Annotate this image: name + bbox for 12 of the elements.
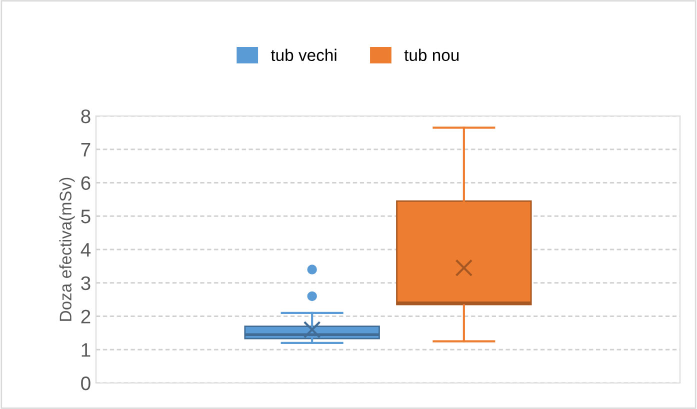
y-tick-label: 4 (80, 243, 91, 257)
y-tick-label: 7 (81, 143, 90, 156)
y-tick-label: 1 (82, 343, 90, 357)
y-tick-label: 2 (81, 310, 90, 324)
y-tick-label: 3 (81, 276, 90, 290)
legend-label: tub vechi (270, 48, 336, 62)
y-tick-label: 6 (81, 176, 90, 190)
y-tick-label: 8 (81, 109, 90, 124)
y-axis-title: Doza efectiva(mSv) (59, 178, 75, 321)
y-tick-label: 0 (81, 376, 90, 390)
legend-label: tub nou (404, 48, 459, 62)
y-tick-label: 5 (81, 210, 90, 224)
